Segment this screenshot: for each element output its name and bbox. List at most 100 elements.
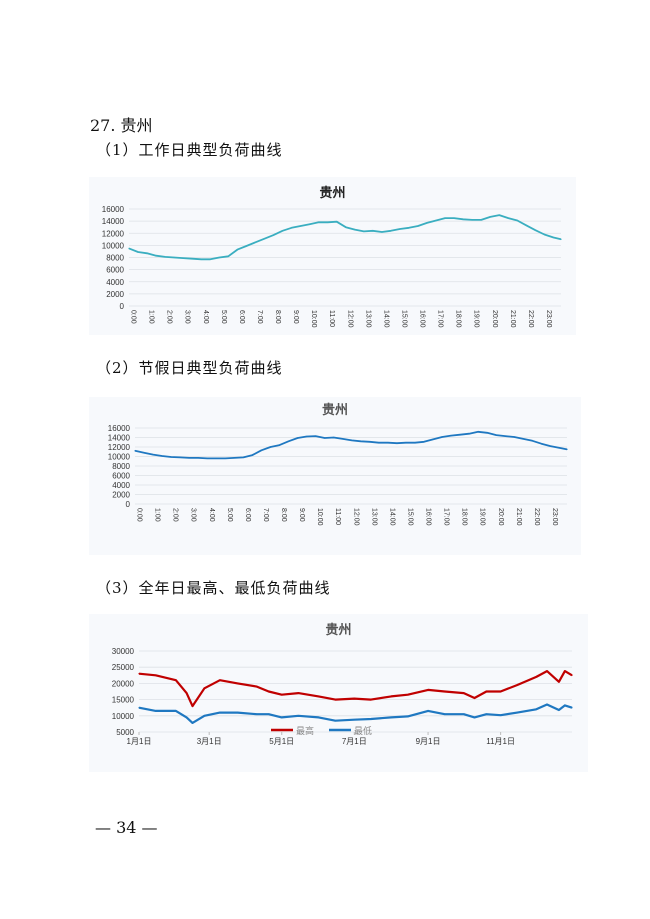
legend-label: 最高	[296, 725, 314, 737]
series-line-max	[138, 669, 573, 708]
page-number: — 34 —	[95, 818, 158, 837]
data-point	[522, 438, 524, 440]
x-tick-label: 4:00	[202, 310, 209, 324]
x-tick-label: 6:00	[238, 310, 245, 324]
data-point	[370, 718, 372, 720]
data-point	[227, 255, 229, 257]
x-tick-label: 9:00	[292, 310, 299, 324]
data-point	[152, 454, 154, 456]
y-tick-label: 0	[126, 500, 131, 509]
y-tick-label: 2000	[106, 290, 124, 299]
data-point	[516, 711, 518, 714]
y-tick-label: 16000	[102, 205, 125, 214]
data-point	[215, 457, 217, 459]
y-tick-label: 14000	[102, 217, 125, 226]
data-point	[191, 722, 194, 724]
section-title: 27. 贵州	[90, 116, 153, 135]
data-point	[260, 449, 263, 451]
data-point	[254, 241, 257, 243]
data-point	[571, 674, 573, 676]
data-point	[507, 217, 509, 219]
data-point	[535, 708, 537, 710]
data-point	[435, 219, 437, 222]
data-point	[353, 719, 355, 721]
x-tick-label: 10:00	[316, 508, 323, 526]
x-tick-label: 20:00	[491, 310, 498, 328]
series-line	[134, 430, 568, 460]
data-point	[170, 456, 172, 458]
data-point	[450, 435, 452, 437]
data-point	[485, 690, 487, 693]
data-point	[444, 713, 446, 715]
x-tick-label: 8:00	[280, 508, 287, 522]
data-point	[242, 456, 244, 459]
data-point	[387, 442, 389, 444]
data-point	[197, 457, 199, 459]
x-tick-label: 16:00	[419, 310, 426, 328]
x-tick-label: 17:00	[443, 508, 450, 526]
data-point	[334, 699, 336, 701]
data-point	[372, 230, 374, 232]
chart-title: 贵州	[319, 185, 345, 201]
x-tick-label: 23:00	[551, 508, 558, 526]
y-tick-label: 30000	[112, 647, 135, 656]
y-tick-label: 12000	[108, 443, 131, 452]
x-tick-label: 14:00	[388, 508, 395, 526]
data-point	[432, 438, 434, 440]
data-point	[500, 714, 502, 716]
y-tick-label: 12000	[102, 229, 125, 238]
data-point	[390, 716, 392, 719]
data-point	[516, 684, 518, 686]
data-point	[408, 227, 410, 229]
data-point	[134, 450, 136, 452]
x-tick-label: 8:00	[274, 310, 281, 324]
data-point	[485, 713, 487, 715]
data-point	[155, 710, 157, 712]
x-tick-label: 16:00	[425, 508, 432, 526]
data-point	[209, 258, 211, 260]
data-point	[146, 252, 148, 254]
y-tick-label: 15000	[112, 696, 135, 705]
x-tick-label: 1:00	[154, 508, 161, 522]
data-point	[143, 452, 145, 454]
data-point	[407, 694, 409, 696]
data-point	[426, 222, 428, 224]
y-tick-label: 5000	[116, 728, 134, 737]
x-tick-label: 20:00	[497, 508, 504, 526]
data-point	[185, 716, 188, 719]
data-point	[203, 687, 206, 689]
data-point	[405, 442, 407, 444]
data-point	[363, 230, 365, 233]
data-point	[540, 443, 543, 445]
data-point	[185, 692, 188, 694]
data-point	[179, 456, 181, 459]
x-tick-label: 17:00	[437, 310, 444, 328]
data-point	[327, 221, 329, 223]
x-tick-label: 21:00	[509, 310, 516, 328]
data-point	[473, 697, 476, 699]
data-point	[297, 715, 300, 717]
chart-title: 贵州	[322, 402, 348, 418]
data-point	[268, 690, 270, 693]
data-point	[354, 229, 356, 231]
data-point	[342, 438, 344, 440]
x-tick-label: 13:00	[370, 508, 377, 526]
data-point	[427, 710, 429, 712]
data-point	[219, 679, 221, 681]
data-point	[224, 457, 226, 459]
y-tick-label: 10000	[108, 453, 131, 462]
data-point	[353, 698, 355, 700]
data-point	[315, 435, 317, 437]
data-point	[495, 434, 497, 436]
x-tick-label: 2:00	[172, 508, 179, 522]
data-point	[473, 716, 476, 719]
y-tick-label: 20000	[112, 679, 135, 688]
y-tick-label: 8000	[106, 254, 124, 263]
data-point	[281, 230, 284, 232]
y-tick-label: 10000	[112, 712, 135, 721]
data-point	[513, 436, 515, 438]
data-point	[333, 436, 335, 439]
x-tick-label: 0:00	[130, 310, 137, 324]
x-tick-label: 11:00	[328, 310, 335, 327]
data-point	[370, 699, 372, 701]
